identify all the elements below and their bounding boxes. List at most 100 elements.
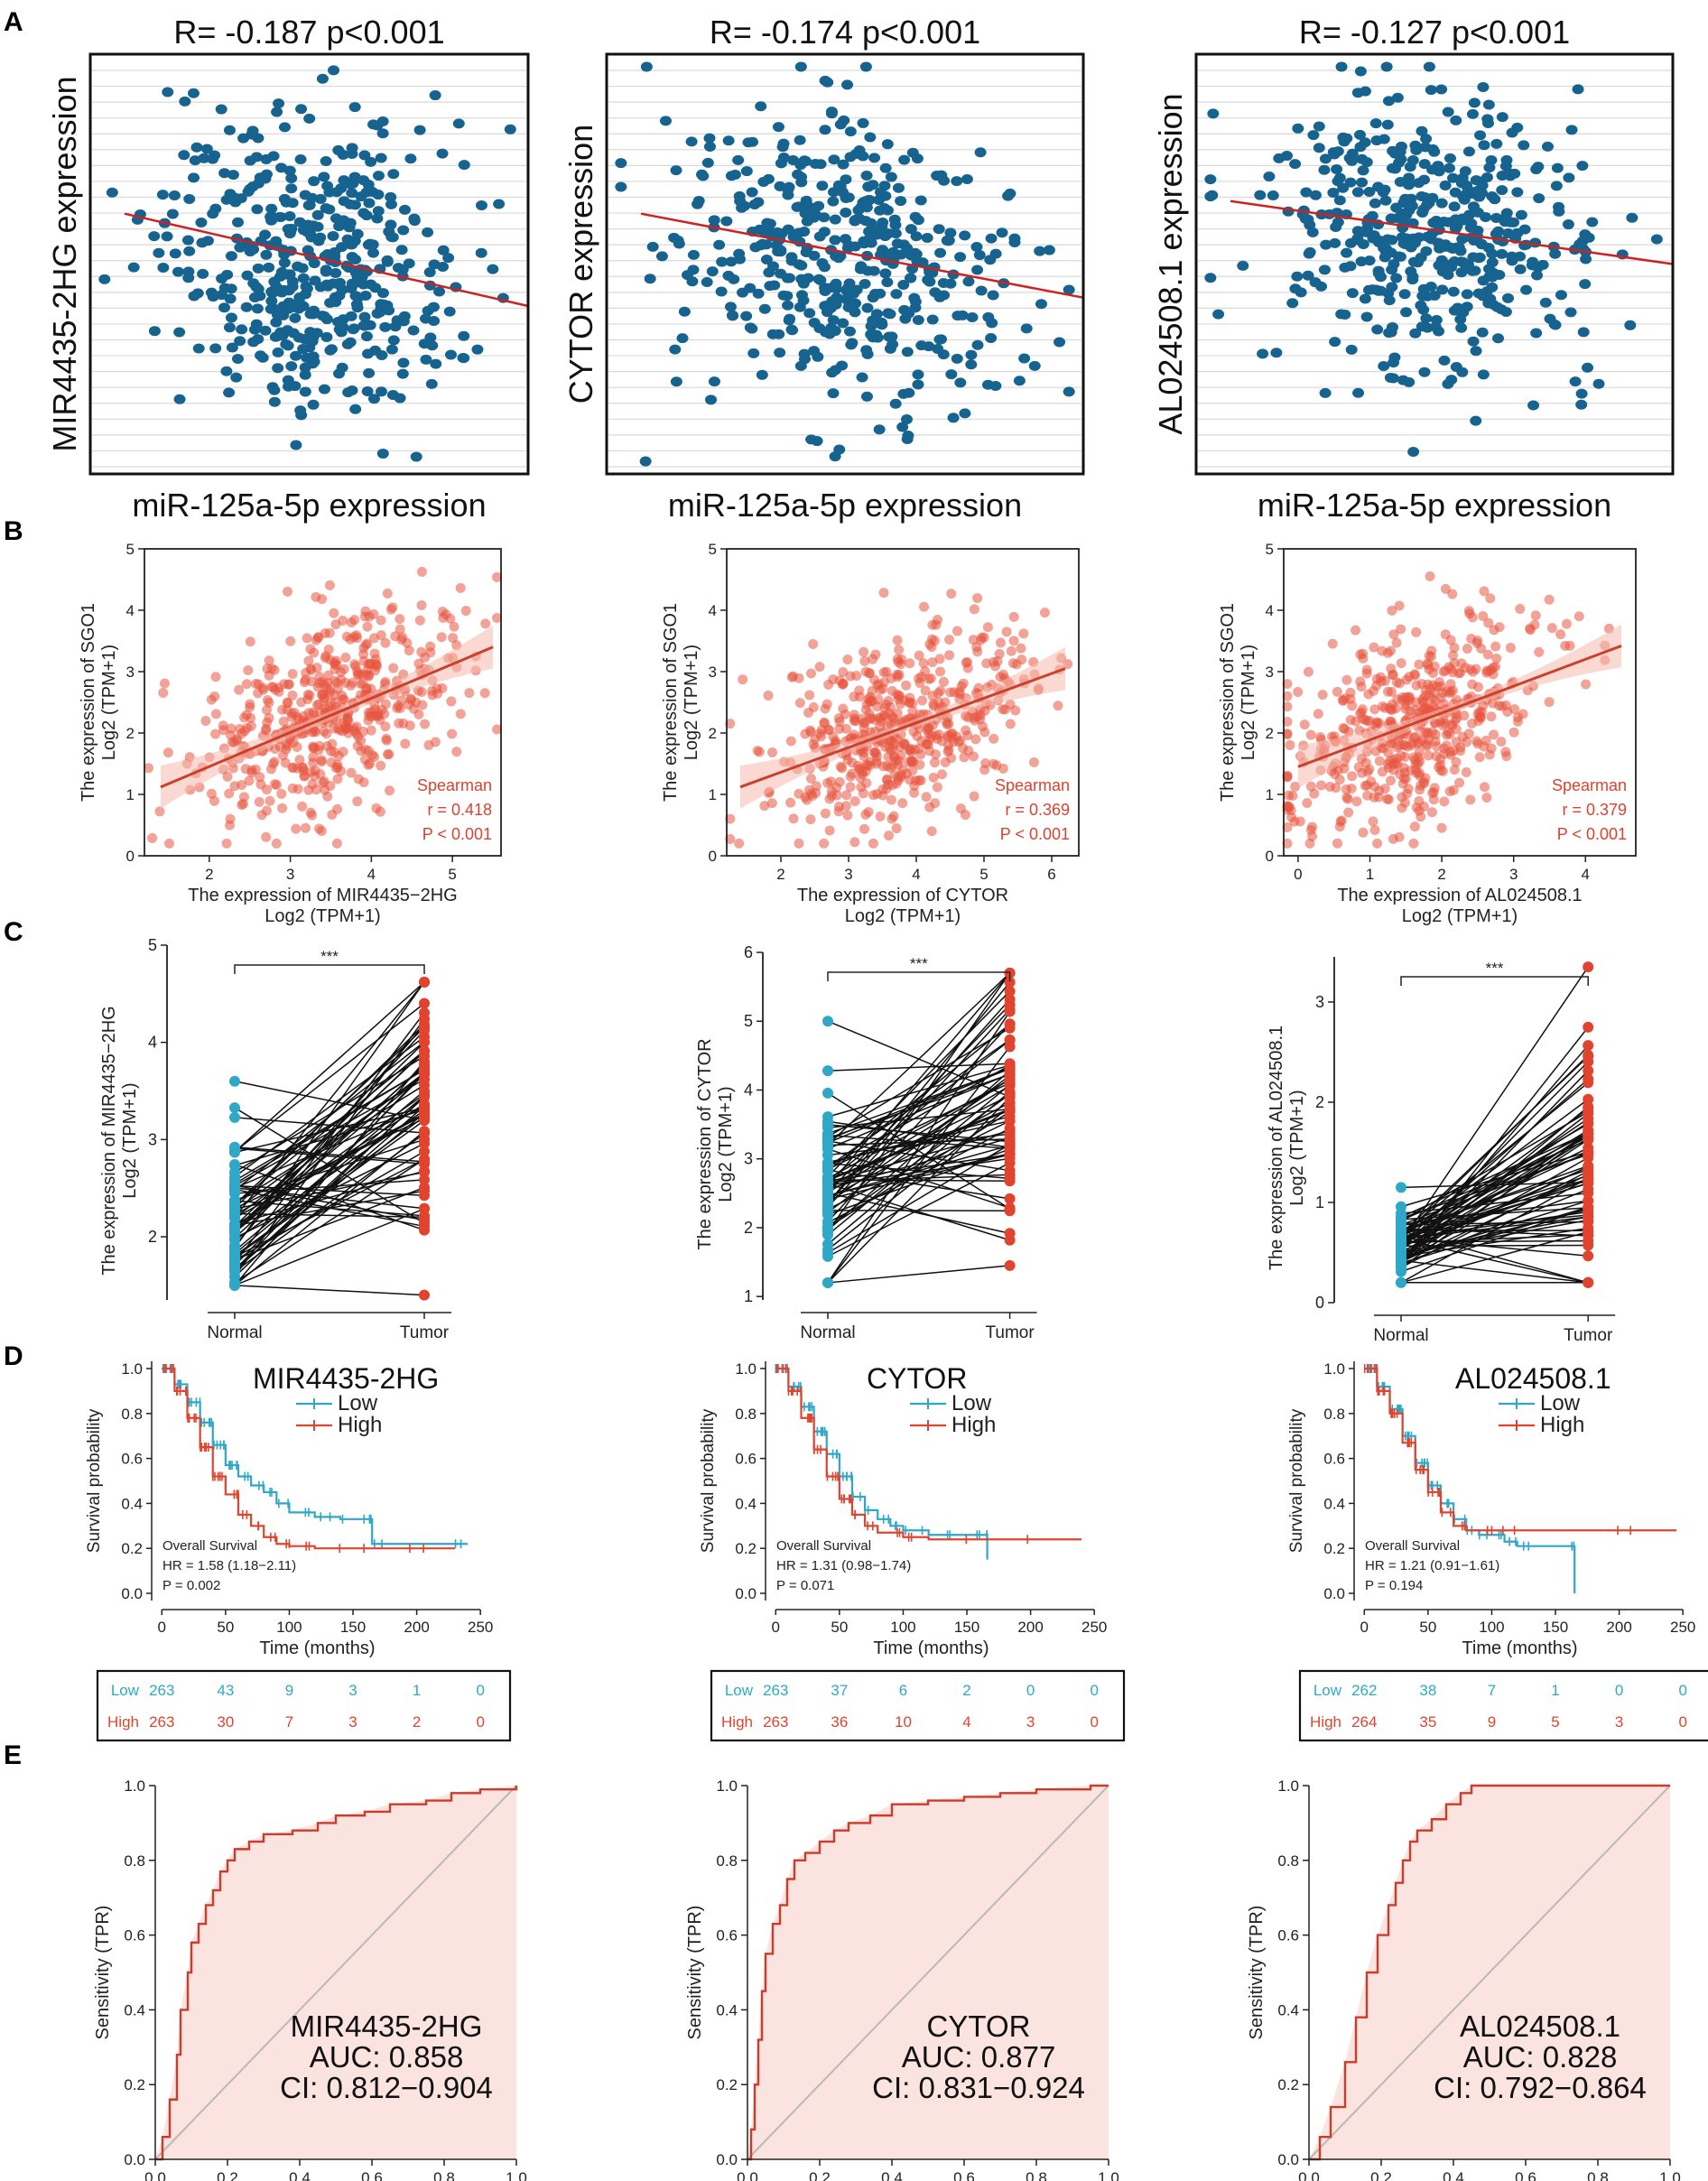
data-point bbox=[338, 196, 350, 207]
data-point bbox=[1474, 130, 1487, 141]
data-point bbox=[1378, 184, 1391, 195]
data-point bbox=[757, 177, 770, 188]
data-point bbox=[471, 344, 484, 355]
tumor-point bbox=[1004, 1259, 1016, 1271]
data-point bbox=[1462, 737, 1472, 747]
data-point bbox=[1423, 750, 1434, 761]
risk-cell: 263 bbox=[149, 1713, 174, 1731]
pair-line bbox=[234, 1285, 425, 1296]
pair-line bbox=[234, 1212, 425, 1219]
stat-text: P < 0.001 bbox=[422, 825, 492, 843]
risk-cell: 0 bbox=[1090, 1682, 1098, 1699]
data-point bbox=[782, 224, 794, 235]
data-point bbox=[901, 347, 914, 357]
data-point bbox=[318, 384, 330, 394]
data-point bbox=[1416, 321, 1428, 332]
data-point bbox=[875, 812, 886, 822]
pair-line bbox=[1400, 1151, 1589, 1208]
data-point bbox=[283, 211, 296, 222]
data-point bbox=[881, 666, 892, 677]
normal-point bbox=[229, 1102, 240, 1114]
data-point bbox=[972, 592, 983, 603]
data-point bbox=[376, 288, 389, 299]
data-point bbox=[763, 690, 774, 701]
risk-table-frame bbox=[710, 1669, 1126, 1742]
data-point bbox=[385, 604, 396, 615]
pair-line bbox=[234, 1002, 425, 1153]
data-point bbox=[304, 309, 317, 320]
data-point bbox=[188, 172, 200, 183]
data-point bbox=[946, 589, 957, 599]
data-point bbox=[1356, 177, 1369, 188]
data-point bbox=[886, 685, 897, 696]
data-point bbox=[154, 806, 165, 817]
data-point bbox=[356, 746, 367, 756]
normal-point bbox=[822, 1239, 833, 1250]
data-point bbox=[364, 238, 376, 249]
data-point bbox=[227, 170, 239, 181]
data-point bbox=[798, 155, 811, 166]
data-point bbox=[1564, 307, 1577, 318]
data-point bbox=[1346, 783, 1357, 794]
data-point bbox=[1368, 685, 1378, 696]
plot-frame bbox=[144, 548, 502, 857]
data-point bbox=[640, 61, 653, 72]
x-tick-label: 0.2 bbox=[1370, 2169, 1392, 2181]
data-point bbox=[776, 142, 789, 153]
normal-point bbox=[1396, 1233, 1406, 1245]
data-point bbox=[1385, 327, 1397, 338]
data-point bbox=[849, 307, 861, 318]
data-point bbox=[442, 253, 455, 264]
x-axis-label: miR-125a-5p expression bbox=[668, 487, 1022, 524]
data-point bbox=[1450, 361, 1462, 372]
data-point bbox=[868, 654, 878, 664]
y-axis-label: Sensitivity (TPR) bbox=[1247, 1906, 1267, 2040]
y-tick-label: 0.8 bbox=[124, 1852, 145, 1870]
data-point bbox=[225, 312, 237, 323]
data-point bbox=[930, 798, 941, 809]
data-point bbox=[1582, 362, 1594, 373]
data-point bbox=[363, 659, 374, 670]
plot-frame bbox=[1194, 52, 1675, 476]
data-point bbox=[889, 228, 902, 239]
data-point bbox=[376, 448, 389, 459]
data-point bbox=[408, 216, 421, 227]
data-point bbox=[822, 699, 832, 710]
stat-text: Overall Survival bbox=[776, 1538, 871, 1554]
data-point bbox=[890, 289, 903, 300]
y-tick-label: 2 bbox=[744, 1219, 753, 1237]
pair-line bbox=[234, 1073, 425, 1233]
data-point bbox=[1409, 328, 1422, 339]
data-point bbox=[1427, 218, 1440, 228]
data-point bbox=[265, 203, 278, 214]
data-point bbox=[1436, 284, 1449, 295]
data-point bbox=[1491, 653, 1502, 664]
normal-point bbox=[229, 1111, 240, 1123]
risk-cell: 0 bbox=[476, 1682, 484, 1699]
data-point bbox=[720, 216, 733, 227]
data-point bbox=[1345, 344, 1358, 355]
x-tick-label: 100 bbox=[1479, 1619, 1504, 1636]
data-point bbox=[303, 342, 316, 353]
data-point bbox=[1305, 729, 1316, 740]
data-point bbox=[837, 159, 849, 170]
data-point bbox=[1532, 162, 1545, 172]
data-point bbox=[292, 742, 302, 753]
data-point bbox=[1338, 136, 1351, 147]
pair-line bbox=[827, 1163, 1010, 1180]
data-point bbox=[355, 191, 367, 202]
data-point bbox=[1539, 297, 1552, 308]
data-point bbox=[1008, 611, 1019, 622]
pair-line bbox=[234, 1105, 425, 1271]
data-point bbox=[424, 332, 437, 343]
data-point bbox=[480, 618, 491, 629]
x-tick-label: Tumor bbox=[985, 1323, 1035, 1342]
data-point bbox=[1417, 693, 1428, 704]
data-point bbox=[1624, 320, 1637, 330]
data-point bbox=[268, 385, 281, 395]
pair-line bbox=[234, 1190, 425, 1227]
risk-cell: 37 bbox=[831, 1682, 848, 1699]
risk-cell: 264 bbox=[1351, 1713, 1377, 1731]
data-point bbox=[1439, 180, 1452, 190]
data-point bbox=[271, 107, 283, 117]
